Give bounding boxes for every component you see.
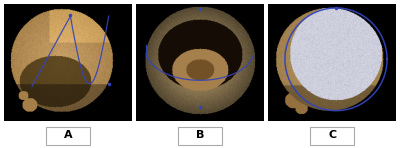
FancyBboxPatch shape	[178, 127, 222, 145]
FancyBboxPatch shape	[46, 127, 90, 145]
Text: C: C	[328, 131, 336, 140]
FancyBboxPatch shape	[310, 127, 354, 145]
Text: B: B	[196, 131, 204, 140]
Text: A: A	[64, 131, 72, 140]
